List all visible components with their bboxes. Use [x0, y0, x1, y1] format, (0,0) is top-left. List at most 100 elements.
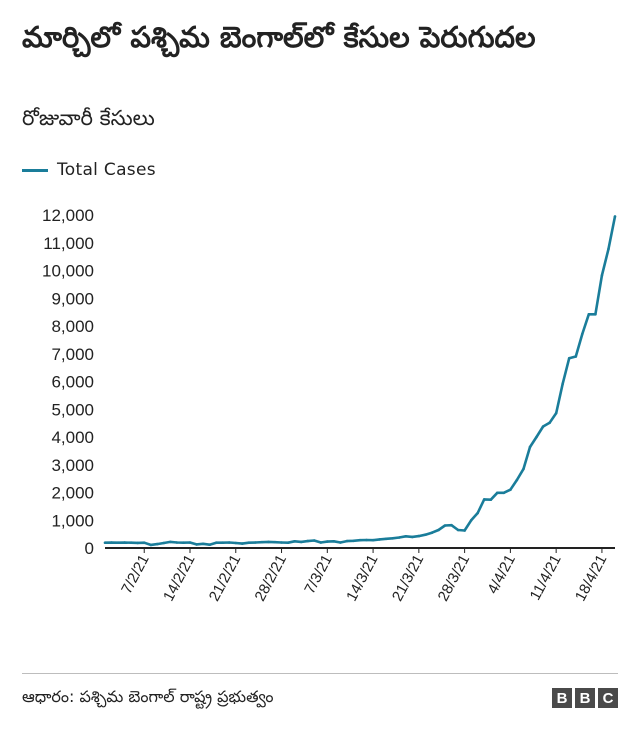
x-tick-labels: 7/2/21 14/2/21 21/2/21 28/2/21 7/3/21 14/3/21… [118, 552, 610, 604]
y-tick-label: 10,000 [42, 262, 94, 281]
data-point [267, 540, 270, 544]
data-point [384, 537, 388, 541]
data-point [482, 498, 486, 501]
data-point [437, 528, 440, 532]
data-point [561, 382, 564, 386]
y-tick-label: 11,000 [43, 234, 94, 253]
data-point [306, 539, 310, 543]
data-point [280, 541, 283, 544]
y-tick-label: 9,000 [51, 289, 94, 308]
data-point [509, 488, 512, 492]
x-tick-label: 4/4/21 [484, 552, 519, 597]
data-point [567, 356, 571, 360]
data-point [378, 538, 381, 541]
data-point [326, 540, 329, 543]
x-tick-label: 14/2/21 [160, 552, 199, 604]
x-tick-label: 21/2/21 [206, 552, 245, 604]
data-point [195, 543, 198, 546]
data-point [116, 541, 120, 544]
chart-title: మార్చిలో పశ్చిమ బెంగాల్‌లో కేసుల పెరుగుద… [22, 20, 536, 54]
data-point [299, 540, 303, 544]
data-point [241, 542, 244, 545]
data-point [339, 541, 342, 544]
y-tick-label: 6,000 [51, 373, 94, 392]
x-tick-label: 11/4/21 [527, 552, 565, 603]
data-point [594, 313, 597, 316]
data-point [110, 541, 113, 544]
series-line-total-cases [104, 216, 617, 547]
data-point [136, 541, 139, 545]
data-point [456, 528, 460, 532]
data-point [548, 421, 551, 425]
data-point [260, 540, 264, 544]
data-point [391, 537, 395, 540]
legend: Total Cases [22, 157, 156, 183]
x-tick-label: 7/3/21 [301, 552, 336, 597]
data-point [450, 523, 453, 527]
y-tick-label: 2,000 [51, 484, 94, 503]
data-point [182, 541, 185, 544]
data-point [600, 274, 604, 277]
data-point [312, 539, 316, 542]
data-point [286, 541, 290, 544]
legend-label-total-cases: Total Cases [57, 160, 156, 180]
data-point [528, 445, 532, 449]
x-tick-label: 7/2/21 [118, 552, 153, 597]
data-point [332, 540, 336, 543]
data-point [156, 542, 159, 546]
y-tick-label: 3,000 [51, 456, 94, 475]
data-point [581, 332, 584, 336]
line-chart: 0 1,000 2,000 3,000 4,000 5,000 6,000 7,000 8,00… [42, 206, 617, 604]
data-point [234, 541, 238, 545]
data-point [502, 491, 506, 495]
data-point [188, 541, 192, 544]
data-point [496, 491, 499, 495]
data-point [149, 543, 153, 547]
data-point [162, 541, 166, 545]
data-point [574, 355, 578, 358]
data-point [345, 539, 349, 543]
data-point [404, 535, 408, 538]
data-point [430, 531, 434, 534]
y-tick-label: 0 [85, 539, 94, 558]
data-point [365, 538, 368, 542]
data-point [273, 540, 277, 544]
data-point [541, 425, 545, 428]
source-note: ఆధారం: పశ్చిమ బెంగాల్ రాష్ట్ర ప్రభుత్వం [22, 687, 274, 706]
data-point [142, 541, 146, 544]
data-point [214, 541, 218, 544]
data-point [476, 511, 480, 515]
chart-subtitle: రోజువారీ కేసులు [22, 106, 155, 130]
data-point [358, 538, 362, 542]
data-point [515, 478, 519, 482]
data-point [227, 541, 231, 544]
y-tick-label: 12,000 [42, 206, 94, 225]
data-point [443, 524, 447, 527]
x-tick-label: 18/4/21 [572, 552, 611, 604]
data-point [587, 313, 591, 316]
data-point [469, 519, 473, 522]
data-point [397, 536, 401, 539]
data-point [371, 538, 375, 542]
data-point [607, 247, 610, 251]
y-tick-label: 4,000 [51, 428, 94, 447]
x-tick-label: 21/3/21 [389, 552, 428, 604]
footer-divider [22, 673, 618, 674]
y-tick-labels: 0 1,000 2,000 3,000 4,000 5,000 6,000 7,000 8,00… [42, 206, 94, 558]
data-point [175, 541, 179, 544]
data-point [554, 411, 558, 415]
data-point [221, 541, 224, 544]
data-point [201, 542, 205, 546]
data-point [411, 535, 414, 539]
data-point [613, 215, 617, 218]
x-tick-label: 28/3/21 [435, 552, 474, 604]
data-point [424, 533, 427, 536]
bbc-logo-b2: B [575, 688, 595, 708]
data-point [103, 541, 107, 544]
y-tick-label: 5,000 [51, 400, 94, 419]
data-points [103, 215, 617, 547]
data-point [489, 498, 493, 502]
data-point [535, 435, 538, 439]
data-point [247, 541, 251, 544]
bbc-logo: B B C [552, 688, 618, 708]
